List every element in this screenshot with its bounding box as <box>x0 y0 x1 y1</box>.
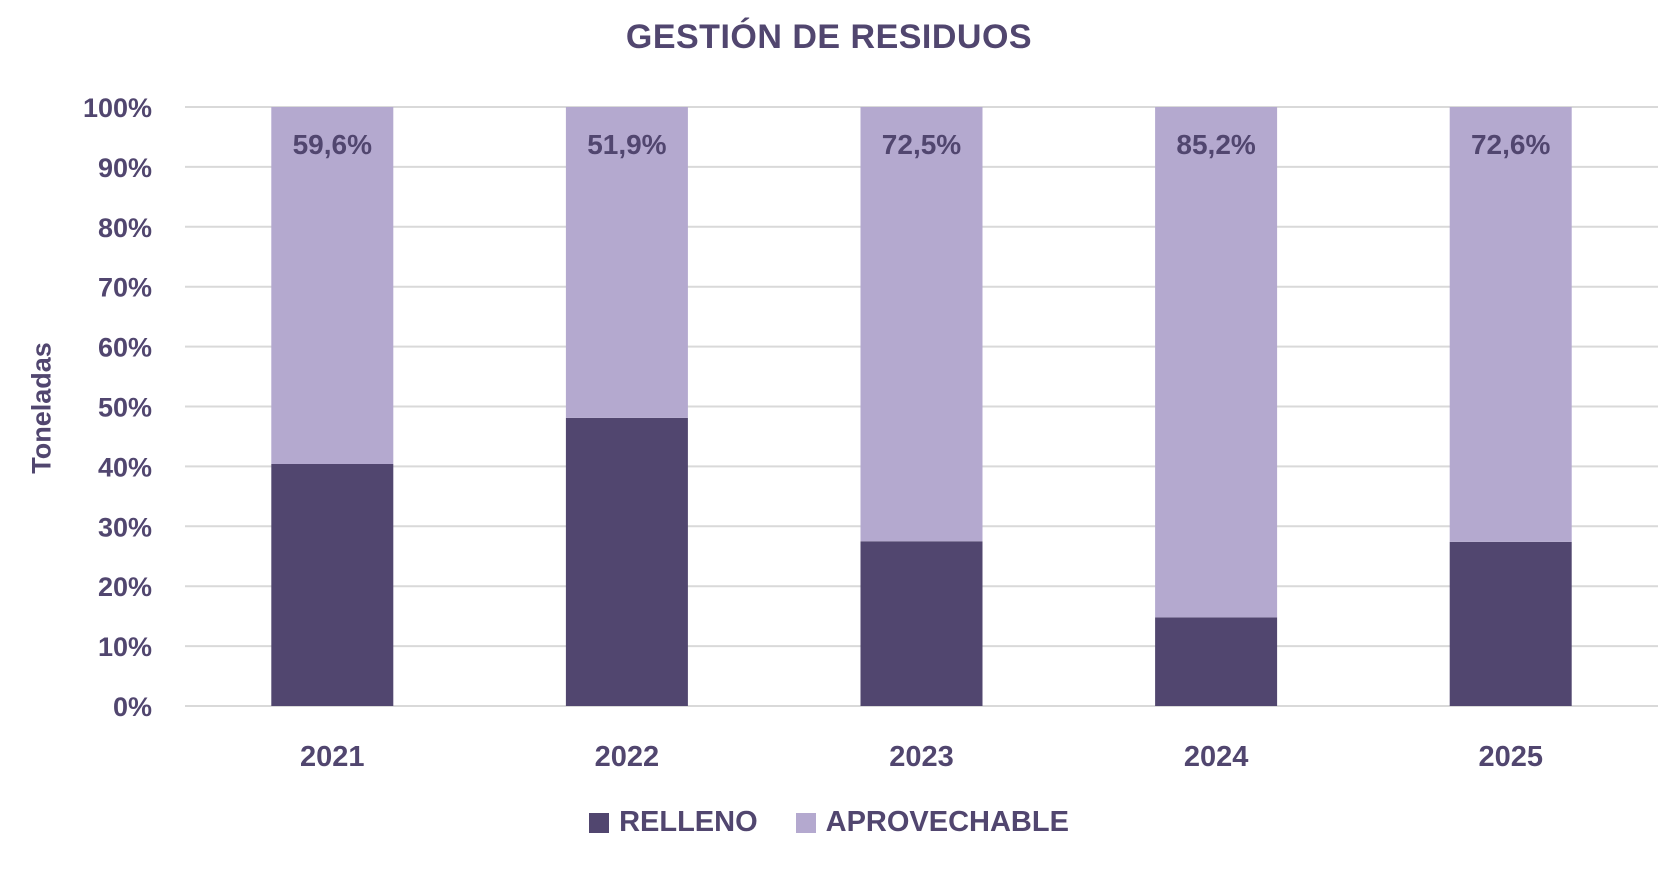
legend-item-aprovechable: APROVECHABLE <box>795 806 1069 839</box>
bar-aprovechable <box>1449 107 1572 542</box>
chart-title: GESTIÓN DE RESIDUOS <box>625 18 1033 56</box>
bar-aprovechable <box>1155 107 1278 618</box>
x-tick-label: 2022 <box>595 741 660 773</box>
x-tick-label: 2025 <box>1478 741 1543 773</box>
y-tick-label: 40% <box>98 452 152 482</box>
legend: RELLENO APROVECHABLE <box>0 806 1658 839</box>
data-label: 59,6% <box>293 129 372 160</box>
data-label: 72,6% <box>1471 129 1550 160</box>
y-tick-label: 30% <box>98 512 152 542</box>
y-tick-label: 10% <box>98 632 152 662</box>
y-tick-label: 90% <box>98 153 152 183</box>
bar-aprovechable <box>271 107 394 465</box>
data-label: 51,9% <box>587 129 666 160</box>
x-tick-label: 2023 <box>889 741 954 773</box>
y-tick-label: 0% <box>113 692 152 722</box>
legend-item-relleno: RELLENO <box>589 806 758 839</box>
bar-relleno <box>1155 617 1278 706</box>
x-tick-label: 2021 <box>300 741 365 773</box>
y-tick-label: 80% <box>98 213 152 243</box>
bar-relleno <box>271 464 394 706</box>
y-tick-label: 50% <box>98 393 152 423</box>
x-tick-label: 2024 <box>1184 741 1249 773</box>
legend-label-relleno: RELLENO <box>619 806 758 838</box>
legend-label-aprovechable: APROVECHABLE <box>825 806 1069 838</box>
legend-swatch-aprovechable <box>795 812 816 833</box>
bar-relleno <box>1449 541 1572 706</box>
bar-relleno <box>860 541 983 706</box>
bar-relleno <box>565 417 688 706</box>
bar-aprovechable <box>565 107 688 418</box>
legend-swatch-relleno <box>589 812 610 833</box>
y-tick-label: 60% <box>98 333 152 363</box>
bar-aprovechable <box>860 107 983 542</box>
data-label: 72,5% <box>882 129 961 160</box>
y-tick-label: 70% <box>98 273 152 303</box>
y-tick-label: 100% <box>83 93 152 123</box>
data-label: 85,2% <box>1176 129 1255 160</box>
y-tick-label: 20% <box>98 572 152 602</box>
